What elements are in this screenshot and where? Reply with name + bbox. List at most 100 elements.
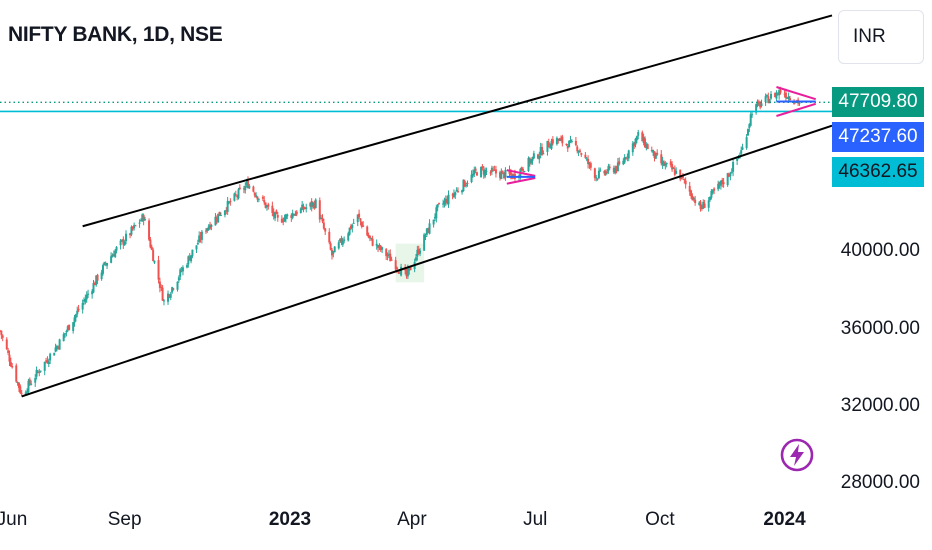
candle-up (645, 144, 648, 149)
candle-down (463, 180, 466, 187)
candle-up (284, 214, 287, 219)
candle-down (321, 217, 324, 222)
candle-up (746, 129, 749, 136)
candle-down (722, 182, 725, 185)
candle-down (653, 151, 656, 159)
candle-up (622, 160, 625, 165)
y-tick-label: 40000.00 (840, 240, 920, 262)
candle-down (371, 238, 374, 246)
candle-down (656, 152, 659, 155)
candle-series (0, 86, 801, 397)
candle-down (19, 386, 22, 393)
candle-down (8, 354, 11, 362)
candle-down (104, 263, 107, 265)
candle-down (246, 180, 249, 189)
candle-down (557, 138, 560, 141)
candle-up (741, 147, 744, 150)
candle-up (110, 256, 113, 263)
candle-down (784, 92, 787, 99)
candle-up (26, 391, 29, 393)
candle-up (454, 192, 457, 196)
candle-up (347, 233, 350, 241)
candle-up (217, 213, 220, 223)
candle-up (115, 247, 118, 251)
candle-up (500, 171, 503, 180)
candle-up (27, 380, 30, 393)
candle-down (559, 138, 562, 140)
candle-down (272, 211, 275, 217)
candle-up (755, 104, 758, 113)
candle-down (149, 239, 152, 248)
candle-up (200, 231, 203, 240)
candle-down (377, 245, 380, 248)
candle-up (351, 224, 354, 229)
candle-up (64, 333, 67, 335)
candle-up (607, 166, 610, 172)
lightning-icon[interactable] (780, 438, 814, 472)
candle-up (219, 215, 222, 217)
candle-up (375, 243, 378, 246)
candle-down (93, 282, 96, 286)
candle-down (587, 158, 590, 165)
candle-down (318, 200, 321, 220)
candle-up (237, 189, 240, 199)
candle-up (778, 90, 781, 96)
candle-down (699, 201, 702, 210)
candle-down (576, 146, 579, 152)
candle-up (736, 158, 739, 161)
candle-down (359, 218, 362, 222)
candle-up (177, 277, 180, 281)
x-tick-label: Apr (397, 509, 427, 530)
candle-down (759, 102, 762, 108)
candle-up (206, 228, 209, 231)
drawing-overlays (0, 14, 833, 398)
candle-down (551, 139, 554, 144)
candle-up (692, 197, 695, 200)
candle-up (378, 244, 381, 247)
candle-up (66, 326, 69, 331)
candle-up (415, 257, 417, 261)
x-tick-label: 2024 (763, 509, 806, 530)
candle-up (53, 352, 56, 356)
candle-up (35, 369, 38, 377)
candle-up (588, 162, 591, 165)
candle-down (150, 246, 153, 250)
candle-down (457, 191, 460, 193)
candle-up (786, 97, 789, 99)
candle-down (340, 238, 343, 244)
currency-button[interactable]: INR (838, 10, 924, 64)
candle-up (24, 392, 27, 395)
candle-up (185, 265, 188, 268)
candle-up (58, 339, 61, 350)
candle-up (672, 168, 675, 170)
candle-up (442, 203, 445, 205)
candle-up (616, 162, 619, 172)
candle-down (644, 138, 647, 148)
candle-up (471, 173, 474, 176)
candle-down (660, 154, 663, 164)
candle-down (234, 194, 237, 196)
candle-up (83, 300, 86, 302)
candle-up (333, 246, 336, 253)
candle-up (167, 293, 170, 302)
candle-up (424, 236, 427, 238)
candle-up (764, 96, 767, 102)
candle-up (176, 281, 179, 290)
candle-up (555, 137, 558, 145)
candle-down (157, 260, 160, 280)
candle-down (11, 366, 14, 368)
candle-up (485, 170, 488, 172)
candle-up (257, 198, 260, 200)
candle-down (417, 249, 420, 254)
candle-up (210, 224, 213, 227)
candle-up (726, 173, 729, 186)
candle-up (760, 103, 763, 107)
candle-down (541, 147, 544, 155)
candle-up (54, 347, 57, 352)
candle-up (461, 190, 464, 193)
candle-down (112, 254, 115, 257)
candle-down (267, 204, 270, 207)
candle-up (770, 93, 773, 99)
candle-down (28, 379, 31, 384)
